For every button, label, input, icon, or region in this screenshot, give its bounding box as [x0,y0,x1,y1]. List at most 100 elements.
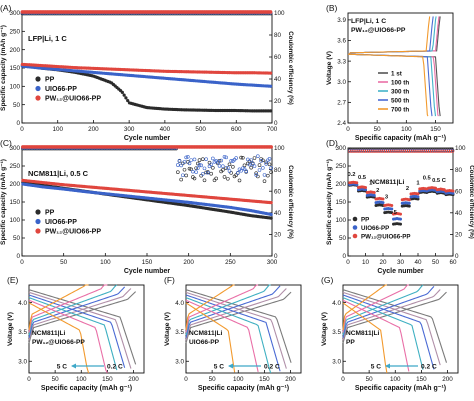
panel-C: 0 50 100 150 200 250 3000501001502002503000204… [0,138,294,275]
rate-label: 0.5 C [432,178,447,184]
ce-point [203,179,206,182]
y2-tick-label: 40 [274,76,282,83]
legend-marker [35,219,40,224]
ce-point [190,159,193,162]
y-tick-label: 0 [342,253,346,260]
panel-annotation: NCM811|Li [346,330,380,337]
data-point [408,205,411,208]
y-tick-label: 3.5 [175,329,184,336]
x-tick-label: 0 [27,376,31,383]
x-axis-label: Cycle number [124,135,171,142]
y2-tick-label: 100 [274,10,285,17]
y-tick-label: 3.0 [337,79,346,86]
data-point [390,204,393,207]
panel-tag: (A) [0,3,12,13]
legend-marker [35,95,40,100]
x-tick-label: 50 [374,126,382,133]
y-axis-label: Specific capacity (mAh g⁻¹) [326,159,333,245]
data-point [124,96,127,99]
data-point [269,85,272,88]
panel-annotation: PP [346,339,355,346]
legend-marker [35,228,40,233]
x-tick-label: 250 [225,259,236,266]
y-tick-label: 50 [339,235,347,242]
plot-frame [22,148,272,256]
y2-tick-label: 20 [274,232,282,239]
ce-series-PW₁₂@UIO66-PP [21,10,272,13]
legend-label: PP [361,216,369,223]
x-tick-label: 100 [390,376,401,383]
rate-label-left: 5 C [371,363,381,370]
y-tick-label: 150 [9,199,20,206]
y-tick-label: 4.0 [332,300,341,307]
ce-point [228,163,231,166]
ce-point [238,179,241,182]
x-tick-label: 300 [124,126,135,133]
x-tick-label: 10 [362,259,370,266]
y2-axis-label: Coulombic efficiency (%) [468,165,474,239]
x-axis-label: Cycle number [124,268,171,275]
ce-point [193,158,196,161]
ce-point [211,166,214,169]
legend-marker [35,86,40,91]
ce-point [263,180,266,183]
legend-label: UIO66-PP [45,86,77,93]
legend-label: PW₁₂@UIO66-PP [45,96,101,103]
ce-point [253,156,256,159]
data-point [355,181,358,184]
panel-tag: (C) [0,138,12,148]
legend-label: PW₁₂@UIO66-PP [45,229,101,236]
x-tick-label: 200 [128,376,139,383]
ce-point [176,171,179,174]
y-tick-label: 4.0 [175,300,184,307]
ce-point [228,170,231,173]
rate-label-right: 0.2 C [421,363,437,370]
rate-label-left: 5 C [214,363,224,370]
x-tick-label: 600 [231,126,242,133]
y2-tick-label: 60 [274,188,282,195]
data-point [121,91,124,94]
y2-tick-label: 100 [455,145,466,152]
y2-tick-label: 0 [274,120,278,127]
y2-axis-label: Coulombic efficiency (%) [287,31,294,105]
ce-point [195,171,198,174]
y-tick-label: 3.6 [337,38,346,45]
panel-annotation: NCM811|Li [370,179,404,186]
panel-G: 0 50 100 150 200 3.0 3.5 4.0 (G) Specific capacit… [321,275,458,392]
y-tick-label: 100 [9,84,20,91]
data-point [382,201,385,204]
x-tick-label: 20 [379,259,387,266]
data-point [417,195,420,198]
y2-tick-label: 40 [455,210,463,217]
data-point [452,190,455,193]
data-point [270,201,273,204]
ce-point [201,158,204,161]
y-tick-label: 200 [9,181,20,188]
y-tick-label: 3.5 [18,329,27,336]
ce-point [183,168,186,171]
ce-point [246,158,249,161]
data-point [399,223,402,226]
panel-F: 0 50 100 150 2003.03.54.0(F)Specific capacit… [164,275,301,392]
legend-label: PP [45,210,55,217]
ce-point [200,174,203,177]
legend-label: UIO66-PP [45,219,77,226]
ce-point [266,174,269,177]
y-tick-label: 200 [335,181,346,188]
rate-label: 3 [385,194,389,200]
panel-tag: (D) [326,138,338,148]
y-tick-label: 150 [335,199,346,206]
data-point [123,94,126,97]
x-tick-label: 100 [401,126,412,133]
x-axis-label: Specific capacity (mAh g⁻¹) [355,135,446,142]
y2-tick-label: 80 [455,167,463,174]
ce-series-PW₁₂@UIO66-PP [21,145,272,148]
rate-label-right: 0.2 C [264,363,280,370]
legend-label: 700 th [391,106,409,113]
panel-B: 0 50 100 1502.42.73.03.33.63.9(B)Specific c… [326,3,453,142]
panel-tag: (G) [321,275,333,285]
x-tick-label: 150 [430,126,441,133]
ce-point [201,172,204,175]
y2-tick-label: 80 [274,32,282,39]
